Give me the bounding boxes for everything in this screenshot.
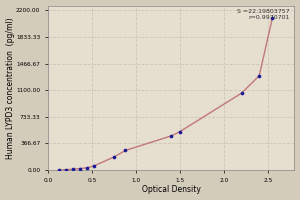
Point bbox=[63, 168, 68, 171]
Point bbox=[270, 16, 275, 19]
Point bbox=[57, 168, 62, 172]
Point bbox=[91, 164, 96, 168]
Y-axis label: Human LYPD3 concentration  (pg/ml): Human LYPD3 concentration (pg/ml) bbox=[6, 17, 15, 159]
Point bbox=[239, 92, 244, 95]
Point bbox=[70, 168, 75, 171]
Point bbox=[123, 149, 128, 152]
Point bbox=[84, 166, 89, 169]
Point bbox=[178, 130, 182, 133]
Point bbox=[169, 134, 174, 138]
Point bbox=[77, 167, 82, 170]
X-axis label: Optical Density: Optical Density bbox=[142, 185, 201, 194]
Text: S =22.19803757
r=0.9970701: S =22.19803757 r=0.9970701 bbox=[237, 9, 290, 20]
Point bbox=[112, 155, 116, 159]
Point bbox=[257, 74, 262, 77]
